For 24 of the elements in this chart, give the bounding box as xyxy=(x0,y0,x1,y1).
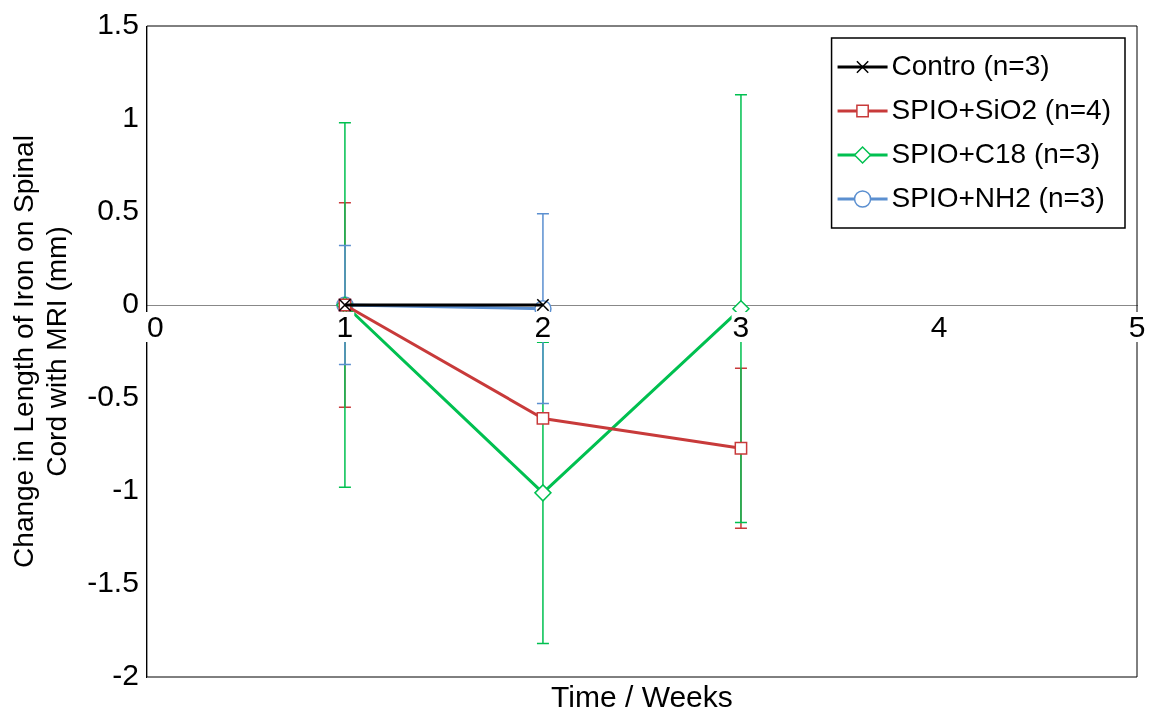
point xyxy=(536,412,550,425)
y-tick-label: -1 xyxy=(112,472,139,506)
legend-label: SPIO+NH2 (n=3) xyxy=(891,181,1105,213)
point xyxy=(534,484,552,502)
y-tick-label: 1 xyxy=(122,100,139,134)
legend-label: SPIO+C18 (n=3) xyxy=(891,137,1101,169)
x-tick-label: 0 xyxy=(146,310,164,344)
x-tick-label: 5 xyxy=(1128,310,1146,344)
x-tick-label: 2 xyxy=(534,310,552,344)
y-tick-label: -2 xyxy=(112,658,139,692)
y-tick-label: 0.5 xyxy=(97,193,139,227)
point xyxy=(734,441,748,455)
x-axis-title: Time / Weeks xyxy=(551,680,733,714)
point xyxy=(536,298,550,312)
y-tick-label: -0.5 xyxy=(87,379,139,413)
y-tick-label: -1.5 xyxy=(87,565,139,599)
y-axis-title: Change in Length of Iron on Spinal Cord with MRI (mm) xyxy=(7,135,73,568)
x-tick-label: 3 xyxy=(732,310,750,344)
x-tick-label: 4 xyxy=(930,310,948,344)
y-tick-label: 1.5 xyxy=(97,7,139,41)
x-tick-label: 1 xyxy=(336,310,354,344)
y-tick-label: 0 xyxy=(122,286,139,320)
legend-label: SPIO+SiO2 (n=4) xyxy=(891,93,1111,125)
legend-label: Contro (n=3) xyxy=(891,49,1050,81)
